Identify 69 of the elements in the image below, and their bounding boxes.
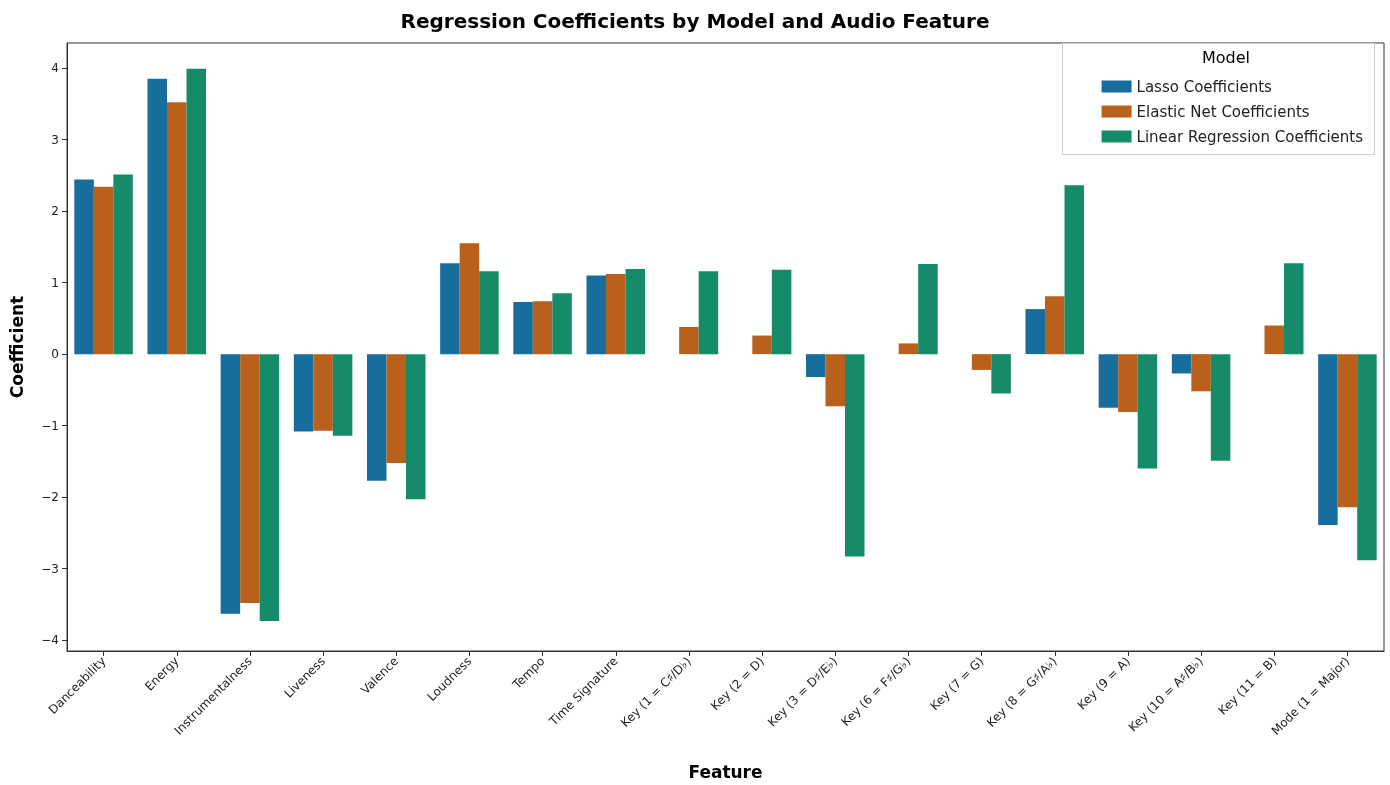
bar <box>971 354 992 370</box>
y-tick-label: −4 <box>41 633 59 648</box>
bar <box>240 354 260 604</box>
bar <box>845 354 865 557</box>
y-axis-title: Coefficient <box>6 295 27 399</box>
legend-label: Lasso Coefficients <box>1136 77 1273 96</box>
bar <box>186 68 207 355</box>
bar <box>1171 354 1192 374</box>
bar <box>1284 263 1304 355</box>
bar <box>1118 354 1138 413</box>
y-tick-label: −3 <box>41 561 59 576</box>
bar <box>479 271 499 355</box>
y-tick-label: 1 <box>51 275 59 290</box>
bar <box>771 269 792 355</box>
bar <box>825 354 846 407</box>
bar <box>1025 309 1045 355</box>
bar <box>752 335 772 355</box>
legend-label: Elastic Net Coefficients <box>1136 102 1310 121</box>
bar <box>532 301 553 355</box>
x-tick-label: Key (7 = G) <box>927 654 987 714</box>
bar <box>1064 185 1085 355</box>
y-tick-label: −2 <box>41 490 59 505</box>
bar <box>313 354 333 431</box>
x-tick-label: Key (11 = B) <box>1215 654 1280 718</box>
bar <box>1191 354 1211 392</box>
bar <box>386 354 407 463</box>
bar <box>1044 296 1065 355</box>
bar <box>332 354 353 436</box>
bar <box>459 243 480 355</box>
x-tick-label: Key (2 = D) <box>708 654 768 714</box>
bar <box>625 269 646 355</box>
x-tick-label: Key (9 = A) <box>1074 654 1133 713</box>
bar <box>406 354 426 500</box>
bar <box>552 293 572 355</box>
bar <box>1210 354 1231 461</box>
legend-label: Linear Regression Coefficients <box>1136 127 1364 146</box>
y-tick-label: 3 <box>51 132 59 147</box>
bar <box>259 354 280 621</box>
bar <box>991 354 1011 394</box>
bar <box>220 354 241 614</box>
bar <box>74 179 94 355</box>
bar <box>898 343 919 355</box>
bar <box>1264 325 1285 355</box>
y-tick-label: 0 <box>51 347 59 362</box>
y-tick-label: 2 <box>51 204 59 219</box>
chart-title: Regression Coefficients by Model and Audio Feature <box>400 9 990 33</box>
bar <box>605 274 626 355</box>
x-axis-title: Feature <box>688 761 763 782</box>
bar <box>440 263 460 355</box>
bar <box>1357 354 1377 561</box>
bar <box>147 78 167 355</box>
bar <box>166 102 187 355</box>
bar <box>698 271 719 355</box>
bar <box>1318 354 1338 526</box>
bar <box>1098 354 1119 408</box>
bar <box>918 264 938 355</box>
bar <box>1337 354 1358 508</box>
bar <box>366 354 387 481</box>
y-tick-label: −1 <box>41 418 59 433</box>
bar <box>513 301 533 355</box>
bar <box>1137 354 1158 469</box>
y-tick-label: 4 <box>51 61 59 76</box>
bar <box>93 186 114 355</box>
bar <box>586 275 606 355</box>
bar <box>805 354 826 378</box>
legend-title: Model <box>1201 47 1251 67</box>
bar <box>113 174 133 355</box>
bar <box>679 326 699 355</box>
bar <box>293 354 314 432</box>
